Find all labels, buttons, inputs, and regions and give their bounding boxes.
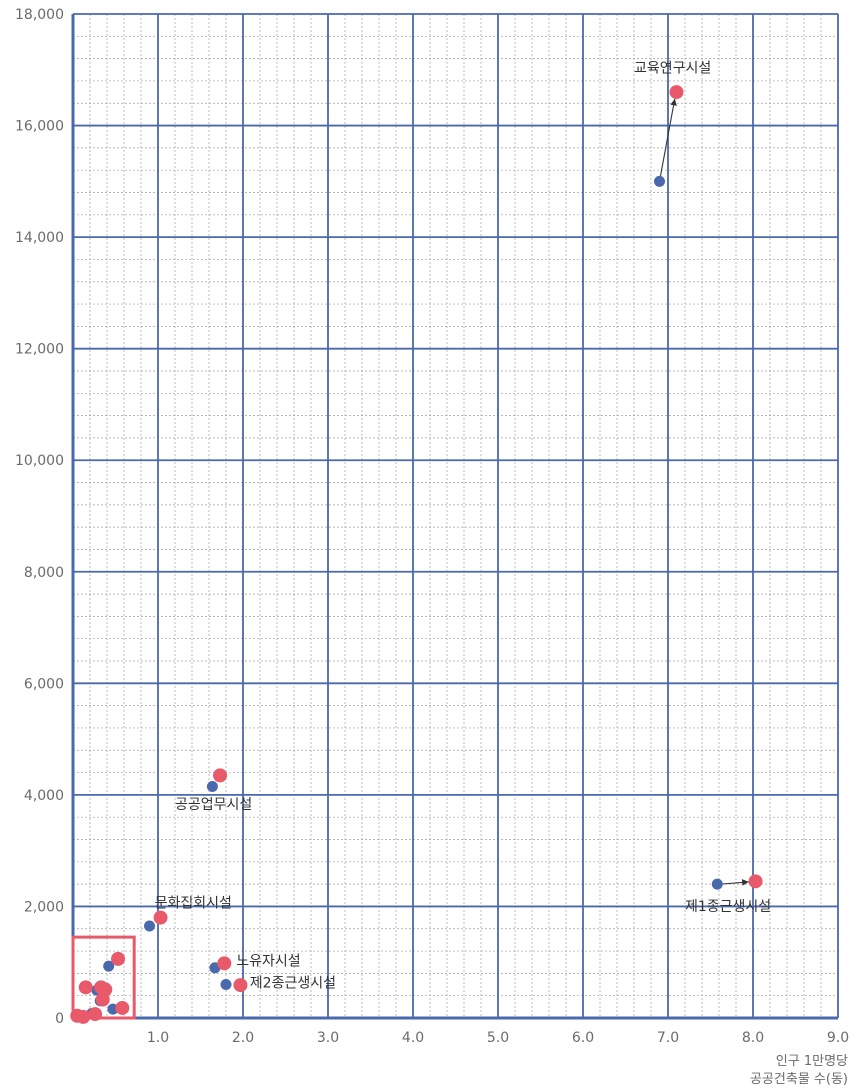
data-points <box>70 85 763 1024</box>
y-tick-label: 18,000 <box>15 7 64 23</box>
point-series-b <box>111 951 126 966</box>
annotation-label: 제1종근생시설 <box>685 899 771 915</box>
y-tick-label: 0 <box>55 1011 64 1027</box>
x-tick-label: 8.0 <box>742 1030 764 1046</box>
x-tick-label: 2.0 <box>232 1030 254 1046</box>
point-series-b <box>233 978 248 993</box>
annotation-label: 노유자시설 <box>236 954 300 970</box>
major-grid <box>73 13 839 1018</box>
y-tick-label: 4,000 <box>24 788 64 804</box>
annotation-label: 공공업무시설 <box>175 797 252 813</box>
x-tick-label: 4.0 <box>402 1030 424 1046</box>
point-series-a <box>711 878 723 890</box>
annotation-label: 문화집회시설 <box>155 896 232 912</box>
point-series-a <box>206 781 218 793</box>
point-series-b <box>669 85 684 100</box>
y-tick-label: 8,000 <box>24 565 64 581</box>
axes <box>71 14 838 1020</box>
y-tick-label: 10,000 <box>15 453 64 469</box>
point-series-b <box>213 768 228 783</box>
x-tick-label: 9.0 <box>827 1030 849 1046</box>
y-tick-label: 14,000 <box>15 230 64 246</box>
point-series-b <box>78 980 93 995</box>
y-tick-label: 2,000 <box>24 899 64 915</box>
arrows <box>658 98 749 886</box>
point-series-a <box>144 920 155 932</box>
x-axis-title-line1: 인구 1만명당 <box>776 1054 848 1069</box>
tick-labels: 1.0 2.0 3.0 4.0 5.0 6.0 7.0 8.0 9.0 0 2,000 4,000 6,… <box>15 7 849 1046</box>
point-series-b <box>217 956 232 971</box>
annotation-label: 제2종근생시설 <box>250 975 336 991</box>
point-series-b <box>153 910 168 925</box>
x-tick-label: 1.0 <box>147 1030 169 1046</box>
point-series-a <box>103 960 115 972</box>
annotation-label: 교육연구시설 <box>634 61 711 77</box>
x-tick-label: 7.0 <box>657 1030 679 1046</box>
point-series-a <box>220 979 232 991</box>
point-series-b <box>115 1000 130 1015</box>
y-tick-label: 6,000 <box>24 676 64 692</box>
x-tick-label: 5.0 <box>487 1030 509 1046</box>
x-tick-label: 3.0 <box>317 1030 339 1046</box>
y-tick-label: 16,000 <box>15 119 64 135</box>
point-series-b <box>748 874 763 889</box>
minor-grid <box>73 14 838 1018</box>
point-series-b <box>95 992 110 1007</box>
highlight-box-layer <box>71 935 136 1020</box>
y-tick-label: 12,000 <box>15 342 64 358</box>
highlight-box <box>71 935 136 1020</box>
annotation-arrow <box>658 98 677 182</box>
x-tick-label: 6.0 <box>572 1030 594 1046</box>
x-axis-title-line2: 공공건축물 수(동) <box>750 1072 848 1087</box>
point-series-a <box>654 175 665 187</box>
annotation-arrow <box>720 879 749 886</box>
